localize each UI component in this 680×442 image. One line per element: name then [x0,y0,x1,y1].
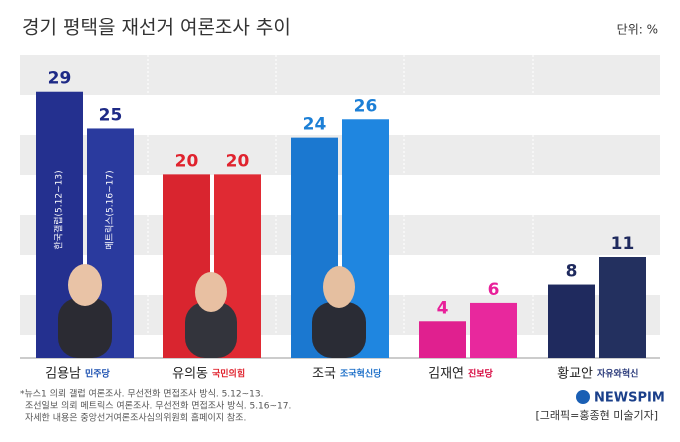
photo-face [323,266,355,308]
bar [419,321,466,358]
value-label: 6 [488,280,500,300]
photo-face [195,272,227,312]
category-label: 김재연 [428,367,464,382]
party-label: 국민의힘 [212,368,245,380]
photo-body [58,298,112,358]
bar [548,284,595,358]
photo-face [68,264,102,306]
series-label: 메트릭스(5.16~17) [104,170,116,249]
brand: NEWSPIM [594,391,665,406]
credit: [그래픽=홍종현 미술기자] [536,408,659,422]
party-label: 자유와혁신 [597,368,638,380]
value-label: 8 [566,262,578,282]
value-label: 4 [437,298,449,318]
chart-title: 경기 평택을 재선거 여론조사 추이 [22,17,291,39]
photo-body [185,302,237,358]
photos [58,264,366,358]
value-label: 11 [611,234,635,254]
band [20,55,660,95]
bar [470,302,517,358]
unit-label: 단위: % [617,23,658,37]
category-label: 황교안 [557,367,593,382]
party-label: 민주당 [85,368,111,380]
party-label: 진보당 [468,368,494,380]
value-label: 20 [226,151,250,171]
bar [599,257,646,358]
category-label: 조국 [312,367,336,382]
series-label: 한국갤럽(5.12~13) [53,170,65,249]
value-label: 24 [303,115,327,135]
labels: 29 25 김용남 민주당 20 20 유의동 국민의힘 24 26 조국 조국혁신당 4 6 김재연 진보당… [45,69,638,382]
value-label: 29 [48,69,72,89]
footnote: 조선일보 의뢰 메트릭스 여론조사. 무선전화 면접조사 방식. 5.16~17… [25,400,291,412]
party-label: 조국혁신당 [340,368,382,380]
value-label: 25 [99,105,123,125]
logo-icon [576,390,590,404]
footnote: *뉴스1 의뢰 갤럽 여론조사. 무선전화 면접조사 방식. 5.12~13. [20,388,263,400]
category-label: 유의동 [172,367,208,382]
footnotes: *뉴스1 의뢰 갤럽 여론조사. 무선전화 면접조사 방식. 5.12~13.조… [20,388,291,424]
footnote: 자세한 내용은 중앙선거여론조사심의위원회 홈페이지 참조. [25,412,246,424]
value-label: 26 [354,96,378,116]
value-label: 20 [175,151,199,171]
category-label: 김용남 [45,367,81,382]
photo-body [312,302,366,358]
